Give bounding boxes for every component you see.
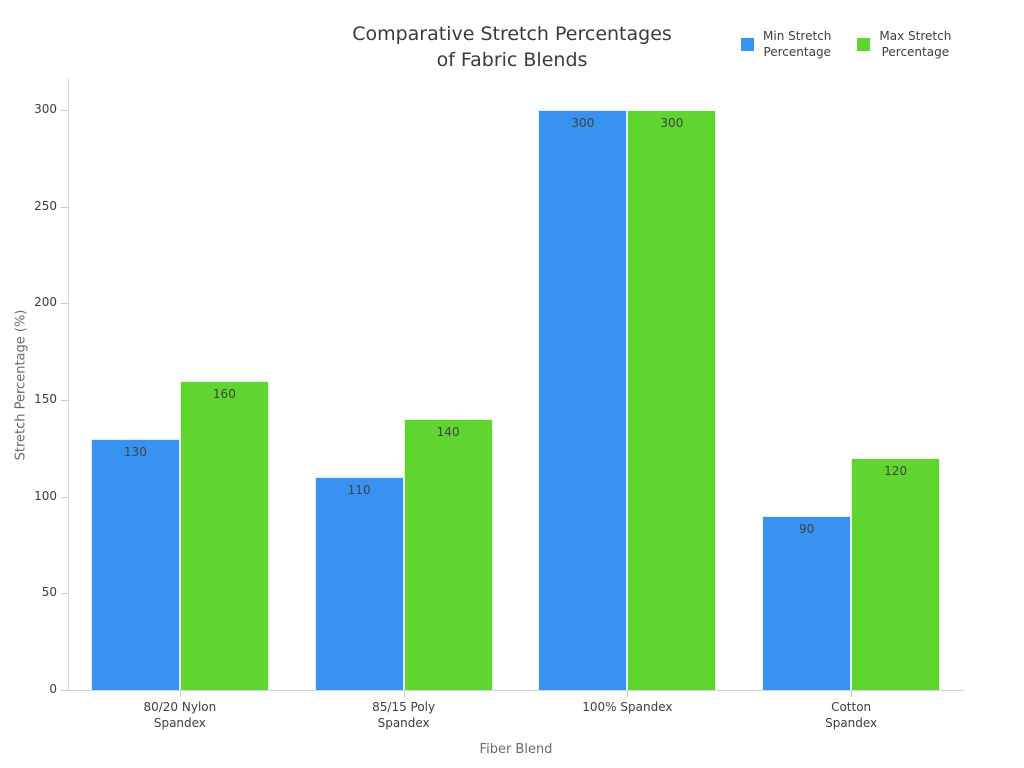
bar-max-4: 120 [851,458,941,690]
x-category-label: 80/20 Nylon Spandex [143,700,217,730]
x-axis-line [68,690,964,691]
x-category-label: Cotton Spandex [825,700,878,730]
legend-item-max-stretch: Max Stretch Percentage [857,28,951,60]
legend-swatch-min-icon [741,38,754,51]
y-tick-label: 150 [34,392,57,406]
chart-title: Comparative Stretch Percentages of Fabri… [0,21,1024,73]
y-tick-mark [61,303,68,305]
y-tick-label: 50 [41,585,57,600]
bar-min-4: 90 [762,516,852,690]
legend-label-min: Min Stretch Percentage [763,28,831,60]
y-tick-label: 100 [34,488,57,503]
y-tick-mark [61,690,68,691]
x-tick-mark [851,691,853,697]
bar-value-label: 120 [884,464,908,478]
y-axis-line [68,78,69,691]
x-category-label: 85/15 Poly Spandex [372,700,436,730]
legend-label-min-line1: Min Stretch [763,29,832,43]
bar-min-1: 130 [90,438,180,690]
y-tick-label: 300 [34,102,57,116]
bar-min-2: 110 [314,477,404,690]
y-axis-title: Stretch Percentage (%) [13,309,29,461]
legend-label-max: Max Stretch Percentage [879,28,951,60]
bar-value-label: 300 [660,116,684,130]
chart-title-line1: Comparative Stretch Percentages [352,23,672,45]
y-tick-label: 200 [34,295,57,310]
x-tick-mark [627,691,629,697]
y-tick-mark [61,496,68,498]
bar-min-3: 300 [538,110,628,690]
chart-title-line2: of Fabric Blends [436,49,588,71]
legend-item-min-stretch: Min Stretch Percentage [741,28,831,60]
x-axis-title: Fiber Blend [479,742,553,757]
y-tick-mark [61,400,68,401]
bar-value-label: 90 [798,522,815,536]
legend-label-max-line2: Percentage [881,45,950,59]
bar-value-label: 300 [571,116,595,130]
bar-value-label: 140 [436,425,460,440]
x-category-label: 100% Spandex [582,700,673,714]
bar-value-label: 160 [212,386,236,401]
legend-label-max-line1: Max Stretch [879,29,952,43]
legend-label-min-line2: Percentage [763,45,831,59]
legend: Min Stretch Percentage Max Stretch Perce… [741,28,951,60]
y-tick-mark [61,593,68,595]
y-tick-mark [61,110,68,111]
bar-max-3: 300 [627,110,717,690]
y-tick-label: 0 [49,682,57,696]
bar-value-label: 130 [123,444,147,459]
x-tick-mark [179,691,181,697]
bar-value-label: 110 [347,483,371,498]
y-tick-label: 250 [34,198,57,213]
y-tick-mark [61,206,68,208]
x-tick-mark [403,691,405,697]
bar-max-2: 140 [403,419,493,690]
bar-max-1: 160 [179,380,269,690]
legend-swatch-max-icon [857,38,871,51]
